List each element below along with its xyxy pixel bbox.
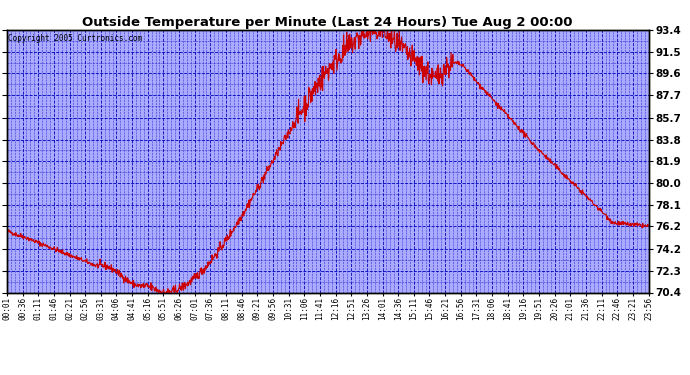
Text: Copyright 2005 Curtronics.com: Copyright 2005 Curtronics.com: [8, 34, 142, 43]
Title: Outside Temperature per Minute (Last 24 Hours) Tue Aug 2 00:00: Outside Temperature per Minute (Last 24 …: [83, 16, 573, 29]
